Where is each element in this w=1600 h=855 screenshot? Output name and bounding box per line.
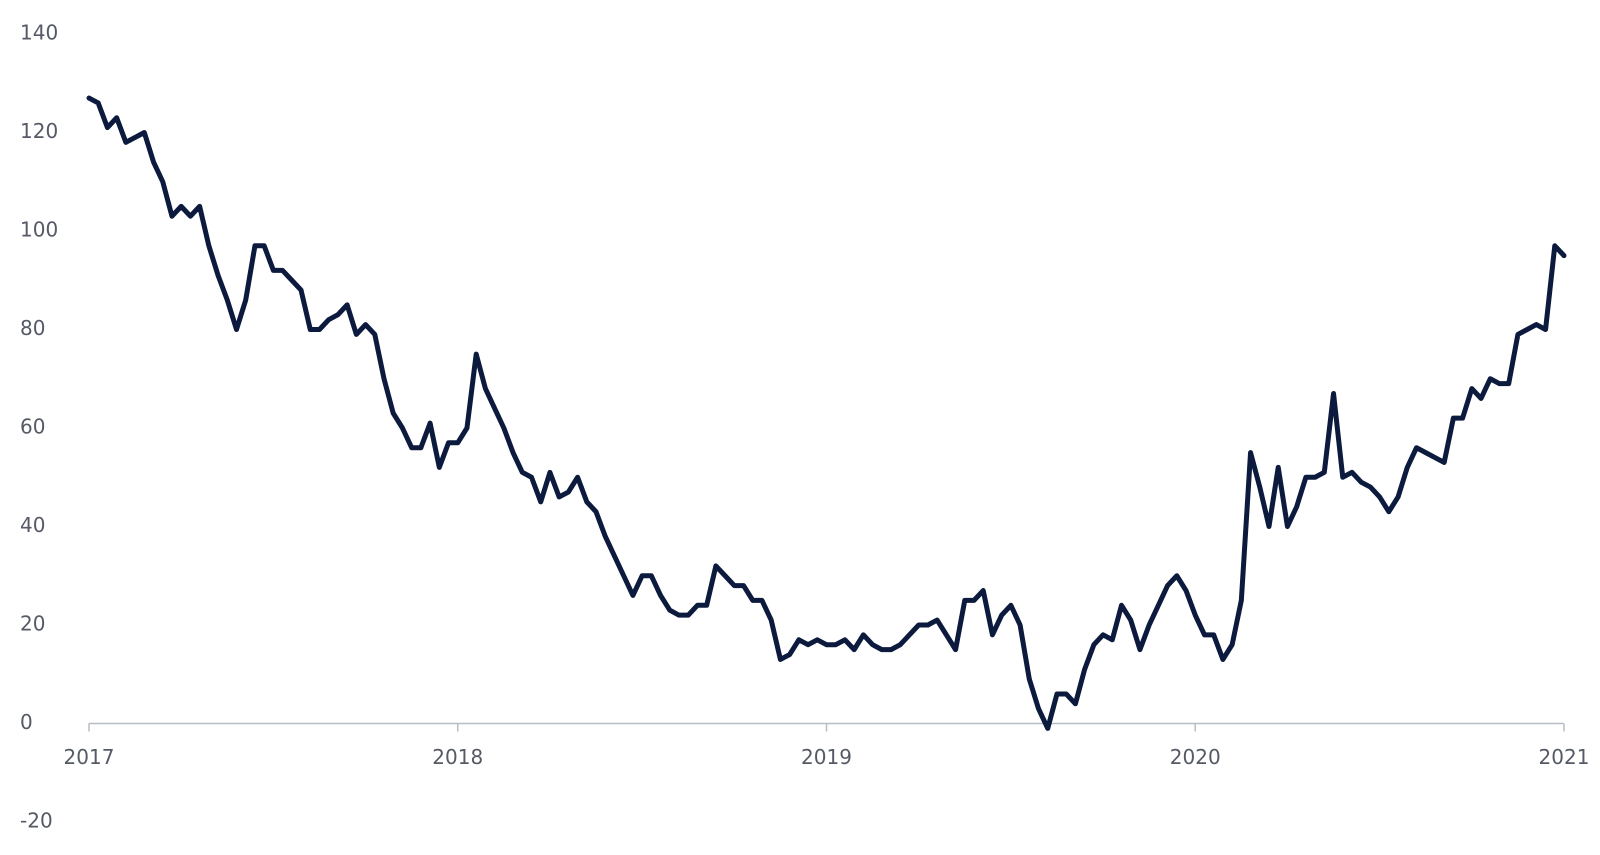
y-tick-label: 140 [20, 21, 58, 45]
x-tick-label: 2017 [64, 745, 115, 769]
y-tick-label: 40 [20, 513, 45, 537]
x-tick-label: 2020 [1170, 745, 1221, 769]
data-line [86, 95, 1567, 731]
y-tick-label: -20 [20, 809, 53, 833]
y-tick-label: 20 [20, 612, 45, 636]
y-tick-label: 60 [20, 415, 45, 439]
x-tick-label: 2021 [1539, 745, 1590, 769]
y-tick-label: 80 [20, 316, 45, 340]
x-tick-label: 2019 [801, 745, 852, 769]
x-tick-label: 2018 [432, 745, 483, 769]
y-tick-label: 100 [20, 218, 58, 242]
y-tick-label: 0 [20, 710, 33, 734]
y-tick-label: 120 [20, 119, 58, 143]
